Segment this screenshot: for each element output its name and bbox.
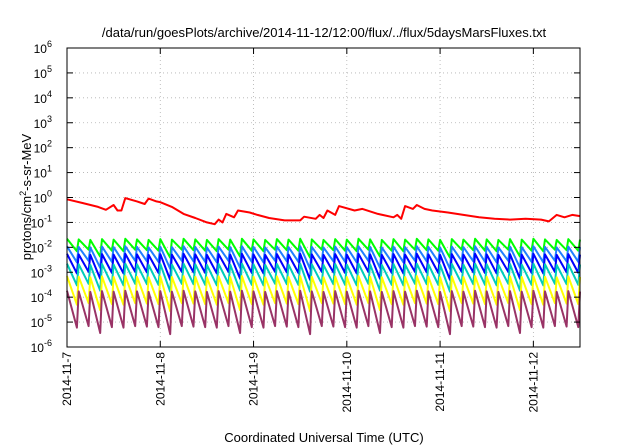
series-lines [66,197,581,336]
y-tick-label: 106 [34,39,52,56]
x-ticks: 2014-11-7 2014-11-8 2014-11-9 2014-11-10 201… [60,48,540,413]
chart-title: /data/run/goesPlots/archive/2014-11-12/1… [102,25,547,40]
y-tick-label: 10-5 [31,313,52,330]
y-tick-label: 102 [34,139,52,156]
y-tick-label: 101 [34,164,52,181]
y-tick-label: 103 [34,114,52,131]
y-tick-label: 10-6 [31,338,52,355]
x-tick-label: 2014-11-9 [247,352,261,406]
y-tick-label: 105 [34,64,52,81]
x-tick-label: 2014-11-11 [433,352,447,412]
series-line-1 [66,197,581,226]
x-tick-label: 2014-11-10 [340,352,354,413]
y-tick-label: 100 [34,189,52,206]
y-tick-label: 10-4 [31,288,52,305]
y-tick-label: 10-3 [31,263,52,280]
y-ticks: 10-610-510-410-310-210-11001011021031041… [31,39,580,355]
y-axis-label: protons/cm2-s-sr-MeV [18,133,34,260]
series-line-2 [66,237,581,259]
x-tick-label: 2014-11-7 [60,352,74,406]
series-line-6 [66,275,581,313]
x-axis-label: Coordinated Universal Time (UTC) [224,430,423,445]
series-line-7 [66,289,581,336]
x-tick-label: 2014-11-8 [153,352,167,406]
x-tick-label: 2014-11-12 [526,352,540,413]
series-line-5 [66,262,581,293]
y-tick-label: 104 [34,89,52,106]
